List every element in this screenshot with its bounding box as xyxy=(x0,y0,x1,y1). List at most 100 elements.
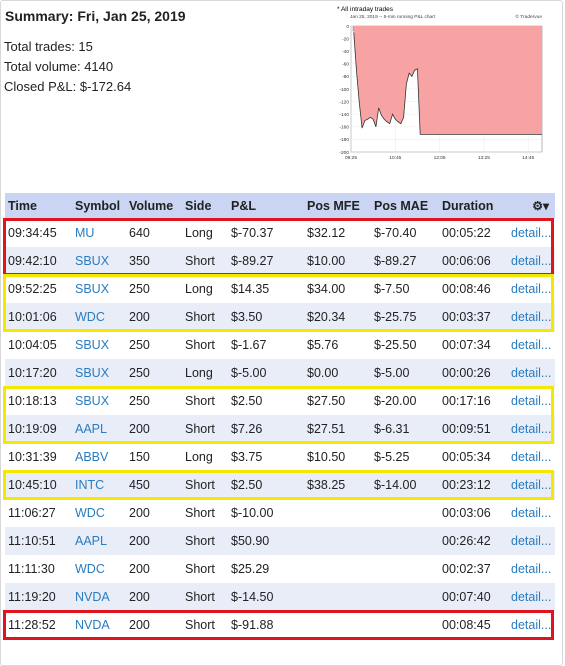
trade-duration: 00:03:06 xyxy=(442,506,491,520)
trade-pnl: $-5.00 xyxy=(228,359,304,387)
details-link[interactable]: detail... xyxy=(511,562,552,576)
trade-duration: 00:07:34 xyxy=(442,338,491,352)
trade-time: 10:45:10 xyxy=(5,471,72,499)
trade-volume: 200 xyxy=(126,415,182,443)
trade-pos-mfe xyxy=(304,583,371,611)
trade-pnl: $-89.27 xyxy=(228,247,304,275)
summary-title: Summary: Fri, Jan 25, 2019 xyxy=(5,8,186,24)
details-link[interactable]: detail... xyxy=(511,338,552,352)
trade-symbol[interactable]: NVDA xyxy=(75,618,110,632)
col-pnl[interactable]: P&L xyxy=(228,193,304,219)
details-link[interactable]: detail... xyxy=(511,506,552,520)
details-link[interactable]: detail... xyxy=(508,583,555,611)
closed-pnl: Closed P&L: $-172.64 xyxy=(4,79,132,94)
table-row: 09:34:45 MU 640 Long $-70.37 $32.12 $-70.40 00:… xyxy=(5,219,555,247)
trade-pos-mae: $-5.25 xyxy=(374,450,410,464)
details-link[interactable]: detail... xyxy=(511,282,552,296)
table-row: 09:42:10 SBUX 350 Short $-89.27 $10.00 $-89.27… xyxy=(5,247,555,275)
table-row: 09:52:25 SBUX 250 Long $14.35 $34.00 $-7.50 00:… xyxy=(5,275,555,303)
trade-duration: 00:09:51 xyxy=(439,415,508,443)
trade-time: 11:19:20 xyxy=(5,583,72,611)
y-tick-label: 0 xyxy=(346,24,349,30)
trade-pos-mfe: $32.12 xyxy=(307,226,346,240)
col-pos-mae[interactable]: Pos MAE xyxy=(371,193,439,219)
trade-pos-mae: $-5.00 xyxy=(371,359,439,387)
details-link[interactable]: detail... xyxy=(508,359,555,387)
x-tick-label: 10:45 xyxy=(389,155,401,161)
trade-duration: 00:07:40 xyxy=(439,583,508,611)
trade-side: Long xyxy=(182,359,228,387)
col-time[interactable]: Time xyxy=(5,193,72,219)
trade-symbol[interactable]: AAPL xyxy=(72,415,126,443)
trade-duration: 00:23:12 xyxy=(439,471,508,499)
details-link[interactable]: detail... xyxy=(508,247,555,275)
table-row: 10:04:05 SBUX 250 Short $-1.67 $5.76 $-25.50 00… xyxy=(5,331,555,359)
trade-symbol[interactable]: SBUX xyxy=(75,338,110,352)
trade-side: Short xyxy=(185,506,215,520)
trade-pos-mae: $-7.50 xyxy=(374,282,410,296)
trade-pnl: $-10.00 xyxy=(231,506,274,520)
details-link[interactable]: detail... xyxy=(511,394,552,408)
table-header: Time Symbol Volume Side P&L Pos MFE Pos … xyxy=(5,193,555,219)
trade-pnl: $-91.88 xyxy=(231,618,274,632)
details-link[interactable]: detail... xyxy=(511,450,552,464)
trade-side: Short xyxy=(182,247,228,275)
trade-side: Long xyxy=(185,226,213,240)
trade-pos-mae: $-25.75 xyxy=(371,303,439,331)
trade-pos-mae: $-89.27 xyxy=(371,247,439,275)
trade-symbol[interactable]: SBUX xyxy=(75,282,110,296)
trade-symbol[interactable]: ABBV xyxy=(75,450,109,464)
trade-symbol[interactable]: INTC xyxy=(72,471,126,499)
trade-time: 09:34:45 xyxy=(8,226,57,240)
trade-pos-mae: $-70.40 xyxy=(374,226,417,240)
trade-volume: 150 xyxy=(129,450,150,464)
trade-symbol[interactable]: SBUX xyxy=(72,359,126,387)
trade-time: 10:19:09 xyxy=(5,415,72,443)
col-volume[interactable]: Volume xyxy=(126,193,182,219)
trade-symbol[interactable]: AAPL xyxy=(72,527,126,555)
trade-pnl: $-14.50 xyxy=(228,583,304,611)
col-side[interactable]: Side xyxy=(182,193,228,219)
trade-symbol[interactable]: WDC xyxy=(75,562,105,576)
col-pos-mfe[interactable]: Pos MFE xyxy=(304,193,371,219)
trade-symbol[interactable]: NVDA xyxy=(72,583,126,611)
pnl-chart: * All intraday trades Jan 25, 2019 -- 5-m… xyxy=(335,4,545,164)
table-row: 11:11:30 WDC 200 Short $25.29 00:02:37 detail.… xyxy=(5,555,555,583)
details-link[interactable]: detail... xyxy=(508,471,555,499)
trade-pos-mfe: $0.00 xyxy=(304,359,371,387)
trade-pnl: $3.50 xyxy=(228,303,304,331)
trade-pos-mae xyxy=(371,555,439,583)
trade-symbol[interactable]: SBUX xyxy=(72,247,126,275)
trade-duration: 00:08:46 xyxy=(442,282,491,296)
trade-duration: 00:03:37 xyxy=(439,303,508,331)
trade-duration: 00:17:16 xyxy=(442,394,491,408)
details-link[interactable]: detail... xyxy=(508,415,555,443)
trade-time: 09:52:25 xyxy=(8,282,57,296)
gear-icon[interactable]: ⚙▾ xyxy=(508,193,555,219)
trade-side: Short xyxy=(185,338,215,352)
details-link[interactable]: detail... xyxy=(508,303,555,331)
trade-pos-mfe xyxy=(304,555,371,583)
trade-volume: 200 xyxy=(129,618,150,632)
trade-volume: 200 xyxy=(126,583,182,611)
table-row: 10:17:20 SBUX 250 Long $-5.00 $0.00 $-5.00 00:0… xyxy=(5,359,555,387)
details-link[interactable]: detail... xyxy=(511,226,552,240)
trade-side: Short xyxy=(182,527,228,555)
trade-volume: 640 xyxy=(129,226,150,240)
details-link[interactable]: detail... xyxy=(511,618,552,632)
details-link[interactable]: detail... xyxy=(508,527,555,555)
trade-side: Short xyxy=(182,583,228,611)
table-row: 11:06:27 WDC 200 Short $-10.00 00:03:06 detail… xyxy=(5,499,555,527)
trade-duration: 00:00:26 xyxy=(439,359,508,387)
trade-symbol[interactable]: WDC xyxy=(72,303,126,331)
trade-time: 10:01:06 xyxy=(5,303,72,331)
trade-symbol[interactable]: SBUX xyxy=(75,394,110,408)
trade-symbol[interactable]: MU xyxy=(75,226,95,240)
trade-pnl: $-70.37 xyxy=(231,226,274,240)
trade-symbol[interactable]: WDC xyxy=(75,506,105,520)
trade-pos-mae: $-20.00 xyxy=(374,394,417,408)
table-row: 11:19:20 NVDA 200 Short $-14.50 00:07:40 detai… xyxy=(5,583,555,611)
col-duration[interactable]: Duration xyxy=(439,193,508,219)
trade-side: Long xyxy=(185,450,213,464)
col-symbol[interactable]: Symbol xyxy=(72,193,126,219)
